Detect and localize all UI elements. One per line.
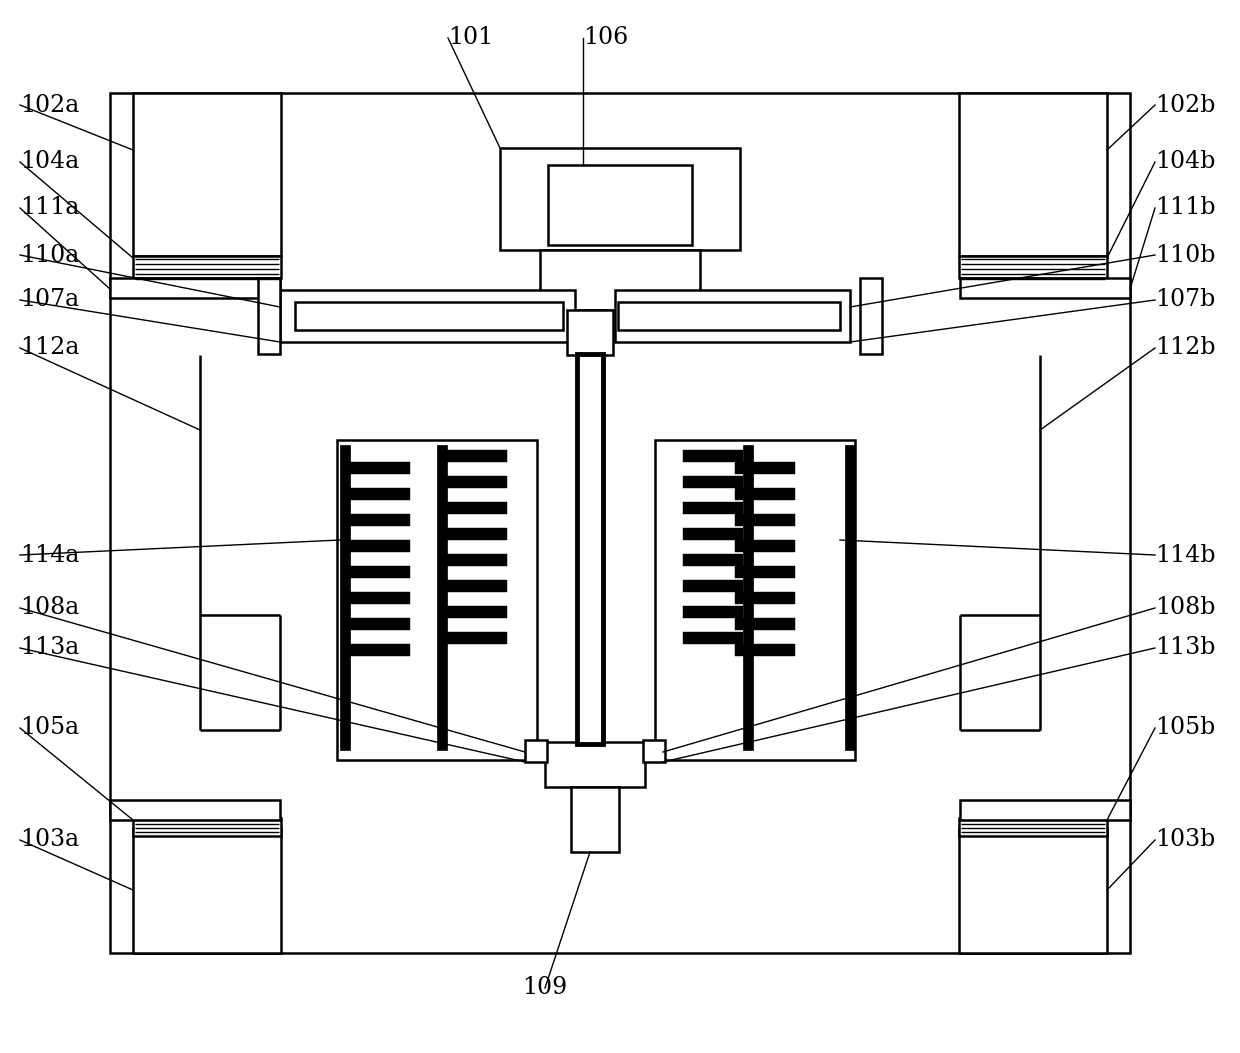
Bar <box>500 148 740 250</box>
Bar <box>446 476 507 488</box>
Text: 103a: 103a <box>20 829 79 852</box>
Text: 101: 101 <box>448 26 494 49</box>
Bar <box>350 567 410 578</box>
Bar <box>683 476 743 488</box>
Bar <box>446 580 507 592</box>
Bar <box>350 488 410 500</box>
Bar <box>350 592 410 604</box>
Bar <box>133 828 281 953</box>
Text: 112a: 112a <box>20 337 79 359</box>
Bar <box>743 445 753 750</box>
Bar <box>446 554 507 567</box>
Bar <box>350 540 410 552</box>
Bar <box>683 450 743 462</box>
Bar <box>340 445 350 750</box>
Bar <box>683 580 743 592</box>
Bar <box>350 462 410 474</box>
Bar <box>735 618 795 630</box>
Bar <box>683 605 743 618</box>
Bar <box>446 632 507 644</box>
Text: 113a: 113a <box>20 636 79 659</box>
Text: 107b: 107b <box>1154 289 1215 312</box>
Bar <box>548 165 692 245</box>
Bar <box>735 592 795 604</box>
Bar <box>683 528 743 540</box>
Text: 102a: 102a <box>20 94 79 117</box>
Bar <box>959 93 1107 256</box>
Text: 114a: 114a <box>20 543 79 567</box>
Bar <box>446 528 507 540</box>
Text: 104b: 104b <box>1154 151 1215 174</box>
Text: 102b: 102b <box>1154 94 1215 117</box>
Bar <box>644 740 665 762</box>
Bar <box>546 742 645 787</box>
Bar <box>735 644 795 656</box>
Bar <box>615 290 849 342</box>
Bar <box>337 440 537 760</box>
Bar <box>567 310 613 355</box>
Bar <box>861 278 882 354</box>
Text: 105a: 105a <box>20 716 79 739</box>
Bar <box>258 278 280 354</box>
Text: 109: 109 <box>522 976 568 999</box>
Bar <box>683 502 743 514</box>
Text: 105b: 105b <box>1154 716 1215 739</box>
Bar <box>735 540 795 552</box>
Bar <box>960 278 1130 298</box>
Bar <box>959 256 1107 278</box>
Text: 106: 106 <box>583 26 629 49</box>
Text: 111b: 111b <box>1154 197 1215 219</box>
Bar <box>683 554 743 567</box>
Bar <box>110 800 280 820</box>
Bar <box>577 354 603 744</box>
Bar <box>960 800 1130 820</box>
Text: 112b: 112b <box>1154 337 1215 359</box>
Bar <box>133 256 281 278</box>
Bar <box>683 632 743 644</box>
Bar <box>735 462 795 474</box>
Text: 104a: 104a <box>20 151 79 174</box>
Bar <box>446 502 507 514</box>
Bar <box>350 644 410 656</box>
Bar <box>618 302 839 330</box>
Bar <box>110 93 1130 953</box>
Bar <box>133 93 281 256</box>
Bar <box>525 740 547 762</box>
Text: 111a: 111a <box>20 197 79 219</box>
Bar <box>539 250 701 310</box>
Bar <box>570 787 619 852</box>
Bar <box>735 514 795 526</box>
Bar <box>295 302 563 330</box>
Bar <box>735 488 795 500</box>
Bar <box>446 605 507 618</box>
Text: 107a: 107a <box>20 289 79 312</box>
Text: 110b: 110b <box>1154 243 1215 266</box>
Bar <box>350 618 410 630</box>
Bar <box>350 514 410 526</box>
Bar <box>735 567 795 578</box>
Text: 103b: 103b <box>1154 829 1215 852</box>
Bar <box>959 818 1107 836</box>
Bar <box>436 445 446 750</box>
Bar <box>446 450 507 462</box>
Bar <box>133 818 281 836</box>
Bar <box>655 440 856 760</box>
Text: 114b: 114b <box>1154 543 1215 567</box>
Text: 110a: 110a <box>20 243 79 266</box>
Text: 108b: 108b <box>1154 596 1215 619</box>
Bar <box>844 445 856 750</box>
Text: 113b: 113b <box>1154 636 1215 659</box>
Bar <box>110 278 280 298</box>
Bar <box>280 290 575 342</box>
Text: 108a: 108a <box>20 596 79 619</box>
Bar <box>959 828 1107 953</box>
